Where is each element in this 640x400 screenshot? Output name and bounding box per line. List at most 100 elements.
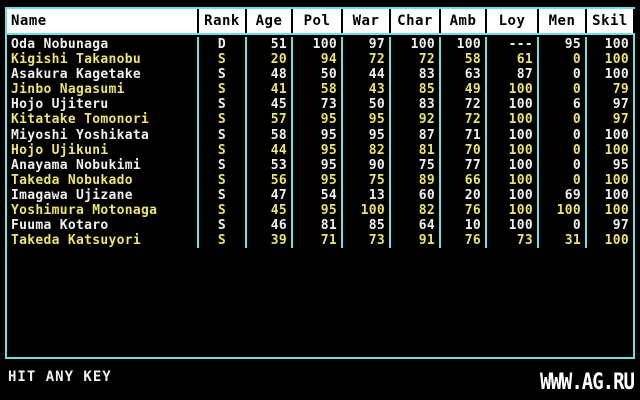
cell-pol: 95 <box>293 203 343 219</box>
table-row[interactable]: Asakura KagetakeS485044836387010093Cal <box>7 67 635 83</box>
cell-skil: 95 <box>587 157 635 173</box>
cell-pol: 58 <box>293 82 343 98</box>
cell-age: 44 <box>247 142 293 158</box>
cell-char: 75 <box>391 157 441 173</box>
cell-war: 85 <box>343 218 391 234</box>
site-watermark: WWW.AG.RU <box>540 368 635 395</box>
table-row[interactable]: Hojo UjikuniS44958281701000100100Cal <box>7 142 635 158</box>
cell-char: 87 <box>391 127 441 143</box>
cell-loy: 100 <box>487 142 539 158</box>
cell-loy: 73 <box>487 233 539 249</box>
column-header-war: War <box>343 9 391 33</box>
table-row[interactable]: Kigishi TakanobuS209472725861010081Cal <box>7 52 635 68</box>
cell-loy: --- <box>487 37 539 53</box>
cell-name: Asakura Kagetake <box>7 67 199 83</box>
cell-rank: S <box>199 233 247 249</box>
cell-name: Anayama Nobukimi <box>7 157 199 173</box>
cell-arms: 85 <box>635 233 640 248</box>
cell-war: 95 <box>343 127 391 143</box>
status-prompt[interactable]: HIT ANY KEY <box>8 369 112 385</box>
cell-arms: 100 <box>635 203 640 218</box>
column-header-rank: Rank <box>199 9 247 33</box>
cell-char: 60 <box>391 187 441 204</box>
cell-arms: 100 <box>635 112 640 127</box>
cell-name: Kigishi Takanobu <box>7 52 199 68</box>
cell-skil: 100 <box>587 37 635 53</box>
cell-amb: 76 <box>441 233 487 249</box>
table-row[interactable]: Kitatake TomonoriS5795959272100097100Cal <box>7 112 635 128</box>
cell-name: Hojo Ujiteru <box>7 97 199 113</box>
cell-amb: 66 <box>441 172 487 188</box>
column-header-men: Men <box>539 9 587 33</box>
cell-age: 57 <box>247 112 293 128</box>
cell-amb: 58 <box>441 52 487 68</box>
cell-rank: D <box>199 37 247 53</box>
cell-men: 0 <box>539 142 587 158</box>
cell-loy: 100 <box>487 157 539 173</box>
cell-skil: 97 <box>587 97 635 113</box>
cell-pol: 71 <box>293 233 343 249</box>
table-row[interactable]: Miyoshi YoshikataS58959587711000100100Ca… <box>7 127 635 143</box>
cell-loy: 100 <box>487 203 539 219</box>
cell-char: 83 <box>391 67 441 83</box>
cell-skil: 100 <box>587 127 635 143</box>
cell-arms: 100 <box>635 158 640 173</box>
cell-rank: S <box>199 218 247 234</box>
cell-amb: 72 <box>441 112 487 128</box>
cell-men: 6 <box>539 97 587 113</box>
cell-men: 95 <box>539 37 587 53</box>
cell-loy: 100 <box>487 172 539 188</box>
cell-arms: 100 <box>635 128 640 143</box>
cell-name: Imagawa Ujizane <box>7 187 199 204</box>
cell-men: 0 <box>539 112 587 128</box>
table-row[interactable]: Hojo UjiteruS4573508372100697100Cal <box>7 97 635 113</box>
cell-loy: 100 <box>487 218 539 234</box>
cell-pol: 81 <box>293 218 343 234</box>
cell-rank: S <box>199 172 247 188</box>
cell-pol: 73 <box>293 97 343 113</box>
table-body: Oda NobunagaD5110097100100---95100100Cal… <box>7 37 635 357</box>
column-header-pol: Pol <box>293 9 343 33</box>
cell-rank: S <box>199 82 247 98</box>
cell-rank: S <box>199 52 247 68</box>
cell-pol: 50 <box>293 67 343 83</box>
table-row[interactable]: Imagawa UjizaneS47541360201006910081Cal <box>7 187 635 204</box>
cell-men: 0 <box>539 157 587 173</box>
cell-amb: 63 <box>441 67 487 83</box>
cell-arms: 81 <box>635 52 640 67</box>
cell-men: 0 <box>539 52 587 68</box>
column-header-amb: Amb <box>441 9 487 33</box>
cell-pol: 95 <box>293 127 343 143</box>
cell-name: Takeda Katsuyori <box>7 233 199 249</box>
cell-char: 64 <box>391 218 441 234</box>
column-header-loy: Loy <box>487 9 539 33</box>
table-row[interactable]: Takeda KatsuyoriS3971739176733110085Cal <box>7 233 635 249</box>
table-row[interactable]: Anayama NobukimiS5395907577100095100Cal <box>7 157 635 173</box>
cell-arms: 100 <box>635 218 640 233</box>
cell-pol: 95 <box>293 142 343 158</box>
cell-men: 0 <box>539 127 587 143</box>
table-row[interactable]: Takeda NobukadoS56957589661000100100Cal <box>7 172 635 188</box>
column-header-skil: Skil <box>587 9 635 33</box>
cell-char: 89 <box>391 172 441 188</box>
table-row[interactable]: Yoshimura MotonagaS459510082761001001001… <box>7 203 635 219</box>
cell-age: 58 <box>247 127 293 143</box>
cell-pol: 95 <box>293 112 343 128</box>
cell-skil: 100 <box>587 172 635 188</box>
cell-amb: 77 <box>441 157 487 173</box>
table-row[interactable]: Jinbo NagasumiS415843854910007994Cal <box>7 82 635 98</box>
cell-amb: 100 <box>441 37 487 53</box>
cell-men: 100 <box>539 203 587 219</box>
table-row[interactable]: Fuuma KotaroS4681856410100097100Inf <box>7 218 635 234</box>
cell-char: 81 <box>391 142 441 158</box>
cell-men: 0 <box>539 67 587 83</box>
cell-amb: 49 <box>441 82 487 98</box>
cell-skil: 100 <box>587 52 635 68</box>
cell-war: 90 <box>343 157 391 173</box>
cell-arms: 100 <box>635 173 640 188</box>
cell-skil: 100 <box>587 203 635 219</box>
watermark-text: WWW.AG.RU <box>540 368 635 395</box>
cell-name: Fuuma Kotaro <box>7 218 199 234</box>
cell-war: 50 <box>343 97 391 113</box>
